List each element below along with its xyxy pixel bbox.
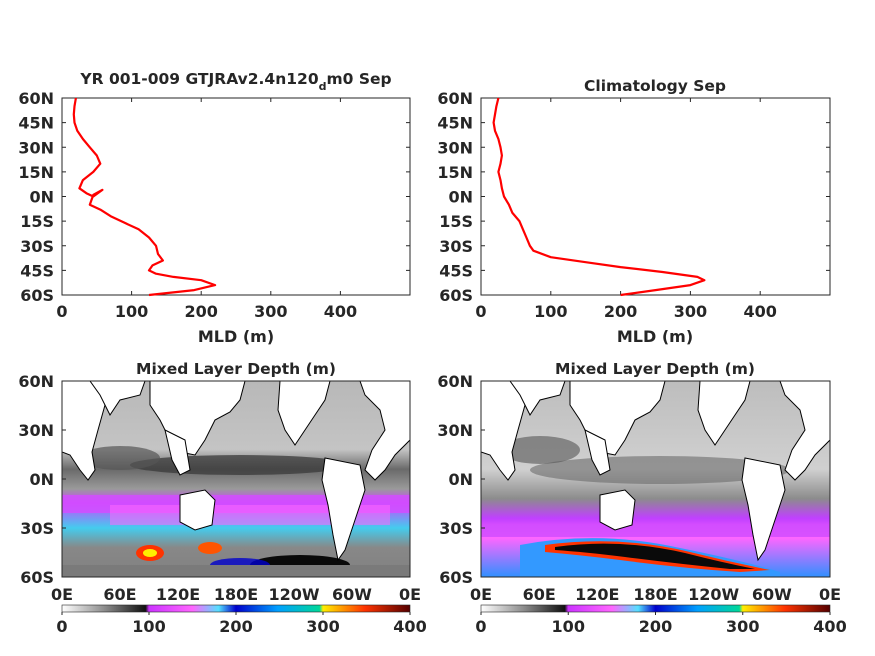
y-tick-label: 15S	[20, 212, 54, 231]
y-tick-label: 15N	[18, 163, 54, 182]
colorbar-tick-label: 100	[552, 617, 585, 636]
y-tick-label: 60S	[439, 286, 473, 305]
x-tick-label: 400	[743, 302, 776, 321]
lat-tick-label: 30N	[18, 421, 54, 440]
x-tick-label: 400	[324, 302, 357, 321]
lon-tick-label: 120E	[156, 585, 200, 604]
colorbar-tick-label: 0	[475, 617, 486, 636]
lat-tick-label: 0N	[448, 470, 473, 489]
mld-field-model	[62, 381, 410, 577]
y-tick-label: 45N	[18, 114, 54, 133]
x-tick-label: 0	[475, 302, 486, 321]
y-tick-label: 30S	[439, 237, 473, 256]
x-axis-label-climatology: MLD (m)	[617, 327, 693, 346]
y-tick-label: 30N	[18, 138, 54, 157]
y-tick-label: 45S	[439, 261, 473, 280]
y-tick-label: 60N	[437, 89, 473, 108]
y-tick-label: 45S	[20, 261, 54, 280]
x-tick-label: 0	[56, 302, 67, 321]
map-title-climatology: Mixed Layer Depth (m)	[555, 360, 755, 378]
colorbar-tick-label: 100	[132, 617, 165, 636]
lat-tick-label: 60S	[20, 568, 54, 587]
panel-title-model: YR 001-009 GTJRAv2.4n120dm0 Sep	[79, 70, 391, 93]
y-tick-label: 30S	[20, 237, 54, 256]
map-panel-model: Mixed Layer Depth (m)	[18, 360, 421, 604]
colorbar-climatology: 0 100 200 300 400	[475, 604, 847, 636]
colorbar-tick-label: 200	[639, 617, 672, 636]
lat-tick-label: 60N	[437, 372, 473, 391]
lon-tick-label: 0E	[399, 585, 421, 604]
plot-frame	[480, 97, 831, 296]
plot-frame	[61, 97, 411, 296]
colorbar-tick-label: 400	[813, 617, 846, 636]
profile-line	[492, 97, 706, 297]
lat-tick-label: 30S	[439, 519, 473, 538]
colorbar-tick-label: 300	[306, 617, 339, 636]
y-tick-label: 0N	[29, 188, 54, 207]
panel-title-climatology: Climatology Sep	[584, 77, 726, 95]
lon-tick-label: 120W	[268, 585, 319, 604]
y-tick-label: 45N	[437, 114, 473, 133]
x-tick-label: 300	[254, 302, 287, 321]
colorbar-tick-label: 200	[219, 617, 252, 636]
profile-line	[72, 97, 217, 297]
lon-tick-label: 180E	[214, 585, 258, 604]
y-tick-label: 60N	[18, 89, 54, 108]
y-tick-label: 30N	[437, 138, 473, 157]
lon-tick-label: 60W	[332, 585, 372, 604]
profile-panel-model: YR 001-009 GTJRAv2.4n120dm0 Sep 0 100 200 3…	[18, 70, 411, 346]
x-tick-label: 200	[604, 302, 637, 321]
x-tick-label: 100	[534, 302, 567, 321]
lat-tick-label: 60S	[439, 568, 473, 587]
colorbar-tick-label: 0	[56, 617, 67, 636]
y-tick-label: 15S	[439, 212, 473, 231]
lat-tick-label: 0N	[29, 470, 54, 489]
lon-tick-label: 120E	[575, 585, 619, 604]
lon-tick-label: 120W	[688, 585, 739, 604]
map-title-model: Mixed Layer Depth (m)	[136, 360, 336, 378]
x-tick-label: 300	[674, 302, 707, 321]
lon-tick-label: 180E	[633, 585, 677, 604]
x-tick-label: 100	[115, 302, 148, 321]
lon-tick-label: 0E	[470, 585, 492, 604]
y-tick-label: 15N	[437, 163, 473, 182]
colorbar-tick-label: 400	[393, 617, 426, 636]
y-tick-label: 60S	[20, 286, 54, 305]
mld-field-climatology	[481, 381, 830, 577]
colorbar-tick-label: 300	[726, 617, 759, 636]
colorbar-model: 0 100 200 300 400	[56, 604, 427, 636]
lon-tick-label: 0E	[51, 585, 73, 604]
lat-tick-label: 30S	[20, 519, 54, 538]
lon-tick-label: 60E	[523, 585, 556, 604]
lon-tick-label: 60W	[752, 585, 792, 604]
profile-panel-climatology: Climatology Sep 0 100 200 300 400 60N 45N 30N 15…	[437, 77, 831, 346]
x-axis-label-model: MLD (m)	[198, 327, 274, 346]
y-tick-label: 0N	[448, 188, 473, 207]
lon-tick-label: 0E	[819, 585, 841, 604]
lat-tick-label: 30N	[437, 421, 473, 440]
x-tick-label: 200	[184, 302, 217, 321]
lon-tick-label: 60E	[103, 585, 136, 604]
lat-tick-label: 60N	[18, 372, 54, 391]
